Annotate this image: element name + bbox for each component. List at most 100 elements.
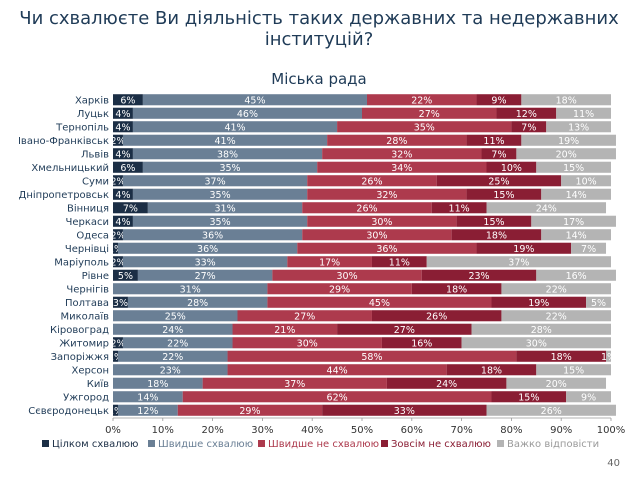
data-label: 17%: [563, 217, 584, 228]
category-label: Тернопіль: [55, 121, 109, 133]
data-label: 36%: [376, 244, 397, 255]
x-tick-label: 20%: [201, 425, 223, 436]
data-label: 1%: [601, 352, 616, 363]
data-label: 33%: [195, 257, 216, 268]
data-label: 22%: [546, 311, 567, 322]
bar-segment: [466, 188, 542, 200]
category-label: Полтава: [65, 298, 109, 309]
bar-segment: [486, 161, 537, 173]
x-tick-label: 40%: [301, 425, 323, 436]
bar-segment: [476, 242, 572, 254]
bar-segment: [337, 323, 472, 335]
bar-segment: [411, 283, 502, 295]
data-label: 30%: [526, 338, 547, 349]
bar-segment: [113, 202, 148, 214]
data-label: 19%: [513, 244, 534, 255]
data-label: 26%: [361, 176, 382, 187]
category-label: Хмельницький: [31, 163, 109, 174]
bar-segment: [371, 310, 502, 322]
data-label: 58%: [361, 352, 382, 363]
data-label: 41%: [214, 136, 235, 147]
category-label: Чернівці: [65, 243, 109, 255]
bar-segment: [556, 107, 611, 119]
bar-segment: [122, 229, 303, 241]
bar-segment: [307, 215, 457, 227]
data-label: 27%: [195, 271, 216, 282]
data-label: 25%: [488, 176, 509, 187]
bar-segment: [531, 215, 616, 227]
data-label: 32%: [376, 190, 397, 201]
data-label: 22%: [162, 352, 183, 363]
data-label: 19%: [558, 136, 579, 147]
data-label: 62%: [327, 392, 348, 403]
bar-segment: [113, 107, 133, 119]
data-label: 5%: [591, 298, 606, 309]
page-number: 40: [607, 458, 620, 469]
data-label: 15%: [563, 163, 584, 174]
x-tick-label: 90%: [550, 425, 572, 436]
data-label: 10%: [576, 176, 597, 187]
bar-segment: [232, 323, 338, 335]
bar-segment: [113, 364, 228, 376]
category-label: Миколаїв: [61, 311, 110, 322]
bar-segment: [272, 269, 422, 281]
bar-segment: [147, 202, 303, 214]
data-label: 16%: [411, 338, 432, 349]
category-label: Київ: [87, 379, 109, 390]
category-label: Одеса: [76, 230, 109, 241]
data-label: 26%: [426, 311, 447, 322]
bar-segment: [113, 269, 138, 281]
bar-segment: [491, 296, 587, 308]
bar-segment: [566, 391, 611, 403]
data-label: 1%: [108, 352, 123, 363]
data-label: 31%: [180, 284, 201, 295]
data-label: 23%: [468, 271, 489, 282]
category-label: Луцьк: [77, 109, 109, 120]
data-label: 30%: [297, 338, 318, 349]
data-label: 11%: [449, 203, 470, 214]
category-label: Івано-Франківськ: [18, 135, 109, 147]
bar-segment: [561, 175, 611, 187]
data-label: 18%: [556, 95, 577, 106]
legend-swatch: [258, 440, 265, 447]
bar-segment: [426, 256, 611, 268]
bar-segment: [606, 350, 611, 362]
data-label: 22%: [546, 284, 567, 295]
bar-segment: [327, 134, 467, 146]
data-label: 18%: [446, 284, 467, 295]
x-tick-label: 80%: [500, 425, 522, 436]
bar-segment: [132, 148, 323, 160]
data-label: 7%: [491, 149, 506, 160]
data-label: 3%: [113, 298, 128, 309]
bar-segment: [461, 337, 611, 349]
data-label: 24%: [436, 379, 457, 390]
title-line-1: Чи схвалюєте Ви діяльність таких державн…: [19, 8, 619, 29]
data-label: 36%: [202, 230, 223, 241]
x-tick-label: 10%: [152, 425, 174, 436]
bar-segment: [237, 310, 372, 322]
bar-segment: [322, 148, 482, 160]
data-label: 16%: [566, 271, 587, 282]
legend-label: Зовсім не схвалюю: [391, 438, 491, 450]
bar-segment: [317, 161, 487, 173]
data-label: 35%: [219, 163, 240, 174]
bar-segment: [117, 242, 298, 254]
bar-segment: [113, 188, 133, 200]
data-label: 45%: [369, 298, 390, 309]
category-label: Суми: [82, 176, 109, 187]
data-label: 33%: [394, 406, 415, 417]
bar-segment: [471, 323, 611, 335]
bar-segment: [431, 202, 487, 214]
data-label: 45%: [244, 95, 265, 106]
legend-swatch: [148, 440, 155, 447]
data-label: 37%: [508, 257, 529, 268]
data-label: 14%: [566, 190, 587, 201]
data-label: 26%: [541, 406, 562, 417]
bar-segment: [117, 350, 228, 362]
bar-segment: [586, 296, 611, 308]
bar-segment: [113, 337, 123, 349]
bar-segment: [506, 377, 607, 389]
data-label: 18%: [486, 230, 507, 241]
data-label: 1%: [108, 406, 123, 417]
bar-segment: [337, 121, 512, 133]
